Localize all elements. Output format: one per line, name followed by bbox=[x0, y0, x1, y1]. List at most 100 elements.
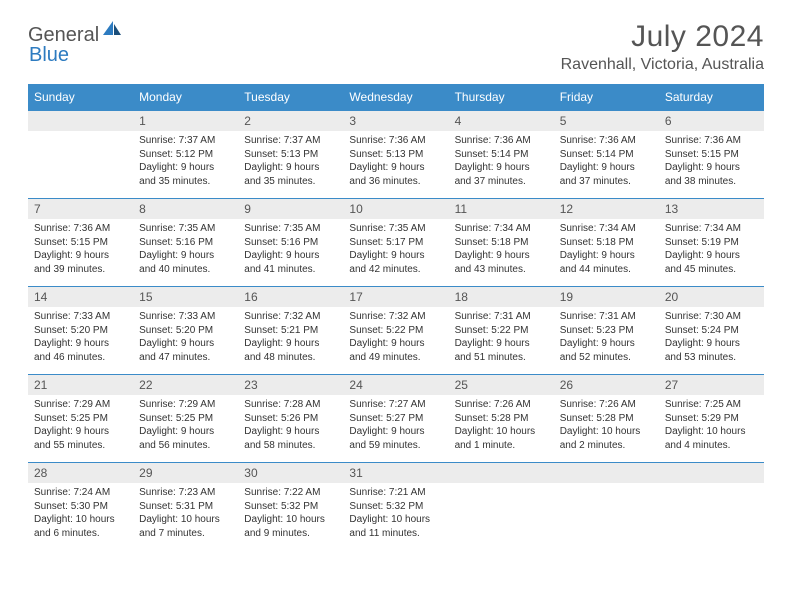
day-number-empty bbox=[449, 463, 554, 483]
calendar-cell: 15Sunrise: 7:33 AMSunset: 5:20 PMDayligh… bbox=[133, 287, 238, 375]
weekday-row: Sunday Monday Tuesday Wednesday Thursday… bbox=[28, 84, 764, 111]
day-number: 6 bbox=[659, 111, 764, 131]
calendar-cell: 26Sunrise: 7:26 AMSunset: 5:28 PMDayligh… bbox=[554, 375, 659, 463]
weekday-wednesday: Wednesday bbox=[343, 84, 448, 111]
calendar-cell: 28Sunrise: 7:24 AMSunset: 5:30 PMDayligh… bbox=[28, 463, 133, 551]
calendar-cell-empty bbox=[554, 463, 659, 551]
day-body: Sunrise: 7:27 AMSunset: 5:27 PMDaylight:… bbox=[343, 395, 448, 462]
day-number: 17 bbox=[343, 287, 448, 307]
calendar-cell: 12Sunrise: 7:34 AMSunset: 5:18 PMDayligh… bbox=[554, 199, 659, 287]
calendar-row: 7Sunrise: 7:36 AMSunset: 5:15 PMDaylight… bbox=[28, 199, 764, 287]
month-title: July 2024 bbox=[561, 20, 764, 54]
calendar-cell: 2Sunrise: 7:37 AMSunset: 5:13 PMDaylight… bbox=[238, 111, 343, 199]
day-number: 29 bbox=[133, 463, 238, 483]
calendar-cell: 31Sunrise: 7:21 AMSunset: 5:32 PMDayligh… bbox=[343, 463, 448, 551]
day-body: Sunrise: 7:36 AMSunset: 5:15 PMDaylight:… bbox=[28, 219, 133, 286]
day-body: Sunrise: 7:21 AMSunset: 5:32 PMDaylight:… bbox=[343, 483, 448, 550]
calendar-cell: 25Sunrise: 7:26 AMSunset: 5:28 PMDayligh… bbox=[449, 375, 554, 463]
calendar-cell: 22Sunrise: 7:29 AMSunset: 5:25 PMDayligh… bbox=[133, 375, 238, 463]
header: General July 2024 Ravenhall, Victoria, A… bbox=[28, 20, 764, 74]
day-body: Sunrise: 7:30 AMSunset: 5:24 PMDaylight:… bbox=[659, 307, 764, 374]
day-body: Sunrise: 7:35 AMSunset: 5:16 PMDaylight:… bbox=[238, 219, 343, 286]
calendar-cell: 14Sunrise: 7:33 AMSunset: 5:20 PMDayligh… bbox=[28, 287, 133, 375]
day-body: Sunrise: 7:34 AMSunset: 5:19 PMDaylight:… bbox=[659, 219, 764, 286]
day-number: 19 bbox=[554, 287, 659, 307]
day-number: 25 bbox=[449, 375, 554, 395]
brand-blue: Blue bbox=[29, 44, 69, 66]
day-number: 18 bbox=[449, 287, 554, 307]
day-body: Sunrise: 7:33 AMSunset: 5:20 PMDaylight:… bbox=[28, 307, 133, 374]
day-number-empty bbox=[554, 463, 659, 483]
brand-sail-icon bbox=[101, 19, 123, 42]
calendar-cell: 24Sunrise: 7:27 AMSunset: 5:27 PMDayligh… bbox=[343, 375, 448, 463]
day-number: 21 bbox=[28, 375, 133, 395]
day-body: Sunrise: 7:31 AMSunset: 5:22 PMDaylight:… bbox=[449, 307, 554, 374]
calendar-cell: 18Sunrise: 7:31 AMSunset: 5:22 PMDayligh… bbox=[449, 287, 554, 375]
day-body: Sunrise: 7:34 AMSunset: 5:18 PMDaylight:… bbox=[554, 219, 659, 286]
calendar-cell: 17Sunrise: 7:32 AMSunset: 5:22 PMDayligh… bbox=[343, 287, 448, 375]
calendar-cell: 3Sunrise: 7:36 AMSunset: 5:13 PMDaylight… bbox=[343, 111, 448, 199]
weekday-saturday: Saturday bbox=[659, 84, 764, 111]
calendar-head: Sunday Monday Tuesday Wednesday Thursday… bbox=[28, 84, 764, 111]
calendar-cell: 10Sunrise: 7:35 AMSunset: 5:17 PMDayligh… bbox=[343, 199, 448, 287]
day-number: 24 bbox=[343, 375, 448, 395]
calendar-cell-empty bbox=[449, 463, 554, 551]
day-number: 20 bbox=[659, 287, 764, 307]
day-number: 5 bbox=[554, 111, 659, 131]
calendar-cell: 5Sunrise: 7:36 AMSunset: 5:14 PMDaylight… bbox=[554, 111, 659, 199]
calendar-cell: 16Sunrise: 7:32 AMSunset: 5:21 PMDayligh… bbox=[238, 287, 343, 375]
calendar-cell-empty bbox=[659, 463, 764, 551]
weekday-monday: Monday bbox=[133, 84, 238, 111]
day-number: 12 bbox=[554, 199, 659, 219]
calendar-cell: 29Sunrise: 7:23 AMSunset: 5:31 PMDayligh… bbox=[133, 463, 238, 551]
calendar-cell: 8Sunrise: 7:35 AMSunset: 5:16 PMDaylight… bbox=[133, 199, 238, 287]
day-number: 15 bbox=[133, 287, 238, 307]
day-body: Sunrise: 7:35 AMSunset: 5:17 PMDaylight:… bbox=[343, 219, 448, 286]
day-body: Sunrise: 7:25 AMSunset: 5:29 PMDaylight:… bbox=[659, 395, 764, 462]
day-body-empty bbox=[659, 483, 764, 531]
day-body: Sunrise: 7:35 AMSunset: 5:16 PMDaylight:… bbox=[133, 219, 238, 286]
day-number: 14 bbox=[28, 287, 133, 307]
day-number: 26 bbox=[554, 375, 659, 395]
calendar-cell: 11Sunrise: 7:34 AMSunset: 5:18 PMDayligh… bbox=[449, 199, 554, 287]
day-body-empty bbox=[449, 483, 554, 531]
day-body: Sunrise: 7:29 AMSunset: 5:25 PMDaylight:… bbox=[28, 395, 133, 462]
brand-blue-wrapper: Blue bbox=[28, 44, 69, 67]
calendar-table: Sunday Monday Tuesday Wednesday Thursday… bbox=[28, 84, 764, 550]
day-body: Sunrise: 7:28 AMSunset: 5:26 PMDaylight:… bbox=[238, 395, 343, 462]
day-number: 3 bbox=[343, 111, 448, 131]
calendar-row: 28Sunrise: 7:24 AMSunset: 5:30 PMDayligh… bbox=[28, 463, 764, 551]
calendar-cell: 4Sunrise: 7:36 AMSunset: 5:14 PMDaylight… bbox=[449, 111, 554, 199]
day-number: 8 bbox=[133, 199, 238, 219]
day-body: Sunrise: 7:29 AMSunset: 5:25 PMDaylight:… bbox=[133, 395, 238, 462]
day-number: 4 bbox=[449, 111, 554, 131]
day-body: Sunrise: 7:37 AMSunset: 5:12 PMDaylight:… bbox=[133, 131, 238, 198]
calendar-row: 14Sunrise: 7:33 AMSunset: 5:20 PMDayligh… bbox=[28, 287, 764, 375]
weekday-tuesday: Tuesday bbox=[238, 84, 343, 111]
day-number: 22 bbox=[133, 375, 238, 395]
calendar-row: 1Sunrise: 7:37 AMSunset: 5:12 PMDaylight… bbox=[28, 111, 764, 199]
day-body: Sunrise: 7:34 AMSunset: 5:18 PMDaylight:… bbox=[449, 219, 554, 286]
calendar-cell: 13Sunrise: 7:34 AMSunset: 5:19 PMDayligh… bbox=[659, 199, 764, 287]
calendar-cell: 1Sunrise: 7:37 AMSunset: 5:12 PMDaylight… bbox=[133, 111, 238, 199]
day-body: Sunrise: 7:36 AMSunset: 5:14 PMDaylight:… bbox=[449, 131, 554, 198]
day-body: Sunrise: 7:37 AMSunset: 5:13 PMDaylight:… bbox=[238, 131, 343, 198]
day-body: Sunrise: 7:26 AMSunset: 5:28 PMDaylight:… bbox=[554, 395, 659, 462]
day-number: 11 bbox=[449, 199, 554, 219]
day-number: 31 bbox=[343, 463, 448, 483]
weekday-sunday: Sunday bbox=[28, 84, 133, 111]
day-number: 9 bbox=[238, 199, 343, 219]
calendar-cell: 27Sunrise: 7:25 AMSunset: 5:29 PMDayligh… bbox=[659, 375, 764, 463]
weekday-thursday: Thursday bbox=[449, 84, 554, 111]
title-block: July 2024 Ravenhall, Victoria, Australia bbox=[561, 20, 764, 74]
calendar-cell: 20Sunrise: 7:30 AMSunset: 5:24 PMDayligh… bbox=[659, 287, 764, 375]
day-number: 23 bbox=[238, 375, 343, 395]
day-body: Sunrise: 7:22 AMSunset: 5:32 PMDaylight:… bbox=[238, 483, 343, 550]
day-number: 27 bbox=[659, 375, 764, 395]
calendar-cell: 6Sunrise: 7:36 AMSunset: 5:15 PMDaylight… bbox=[659, 111, 764, 199]
day-number: 28 bbox=[28, 463, 133, 483]
day-number: 2 bbox=[238, 111, 343, 131]
day-body: Sunrise: 7:36 AMSunset: 5:15 PMDaylight:… bbox=[659, 131, 764, 198]
day-number: 13 bbox=[659, 199, 764, 219]
day-body-empty bbox=[28, 131, 133, 179]
